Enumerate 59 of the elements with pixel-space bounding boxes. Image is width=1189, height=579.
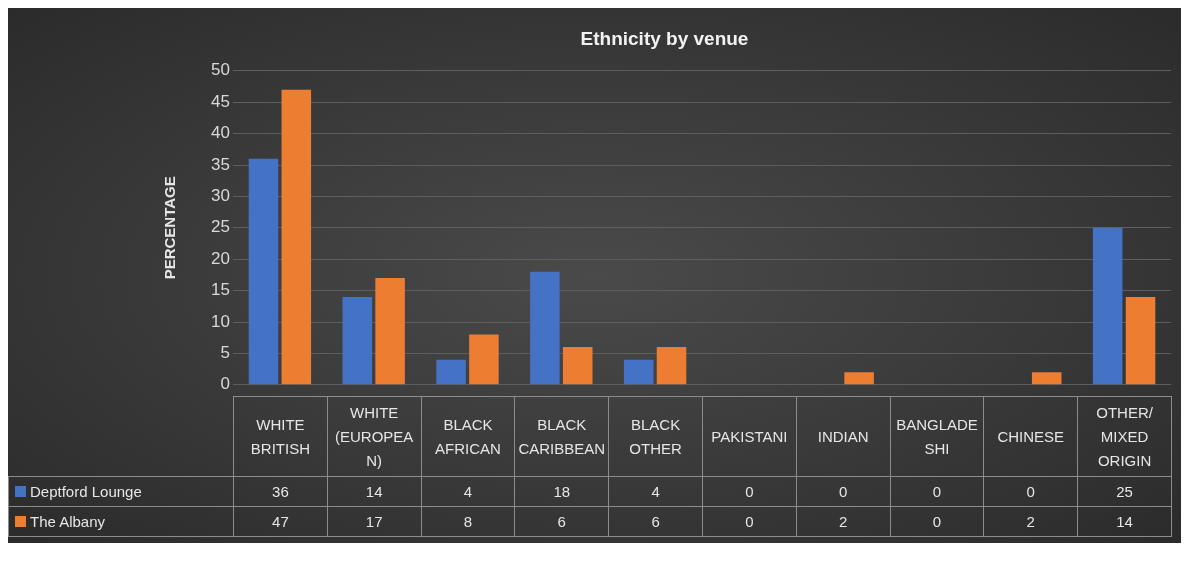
- y-tick-label: 45: [211, 91, 230, 111]
- data-label: 4: [421, 476, 515, 507]
- chart-title: Ethnicity by venue: [580, 27, 749, 49]
- bar: [656, 347, 687, 385]
- y-tick-label: 20: [211, 248, 230, 268]
- bar: [1031, 372, 1062, 385]
- data-label: 14: [1077, 506, 1172, 537]
- bar: [562, 347, 593, 385]
- bar: [530, 271, 560, 385]
- data-label: 0: [702, 506, 797, 537]
- y-tick-label: 30: [211, 186, 230, 206]
- data-label: 25: [1077, 476, 1172, 507]
- x-tick-label: BLACK CARIBBEAN: [514, 396, 609, 477]
- bar: [375, 278, 405, 385]
- x-tick-label: CHINESE: [983, 396, 1078, 477]
- bar: [623, 359, 654, 385]
- y-tick-label: 35: [211, 154, 230, 174]
- bar: [469, 334, 499, 385]
- x-tick-label: INDIAN: [796, 396, 891, 477]
- x-tick-label: BLACK OTHER: [608, 396, 703, 477]
- data-label: 2: [983, 506, 1078, 537]
- legend-label: Deptford Lounge: [8, 476, 234, 507]
- y-tick-label: 5: [220, 343, 230, 363]
- x-tick-label: OTHER/ MIXED ORIGIN: [1077, 396, 1172, 477]
- data-label: 0: [796, 476, 891, 507]
- legend-label: The Albany: [8, 506, 234, 537]
- y-tick-label: 0: [220, 374, 230, 394]
- x-tick-label: BANGLADESHI: [890, 396, 984, 477]
- y-tick-label: 25: [211, 217, 230, 237]
- bar: [1092, 227, 1123, 385]
- data-label: 36: [233, 476, 328, 507]
- data-label: 17: [327, 506, 422, 537]
- data-label: 0: [983, 476, 1078, 507]
- y-tick-label: 50: [211, 60, 230, 80]
- y-tick-label: 40: [211, 123, 230, 143]
- data-label: 8: [421, 506, 515, 537]
- data-label: 4: [608, 476, 703, 507]
- data-label: 0: [702, 476, 797, 507]
- data-label: 2: [796, 506, 891, 537]
- y-axis-title: PERCENTAGE: [161, 176, 179, 280]
- data-label: 6: [514, 506, 609, 537]
- bar: [342, 296, 373, 385]
- data-label: 18: [514, 476, 609, 507]
- data-label: 6: [608, 506, 703, 537]
- bar: [436, 359, 466, 385]
- x-tick-label: BLACK AFRICAN: [421, 396, 515, 477]
- x-tick-label: PAKISTANI: [702, 396, 797, 477]
- data-label: 14: [327, 476, 422, 507]
- bar: [281, 89, 312, 385]
- bar: [248, 158, 279, 385]
- data-label: 0: [890, 506, 984, 537]
- x-tick-label: WHITE (EUROPEAN): [327, 396, 422, 477]
- data-label: 47: [233, 506, 328, 537]
- y-tick-label: 10: [211, 311, 230, 331]
- data-label: 0: [890, 476, 984, 507]
- y-tick-label: 15: [211, 280, 230, 300]
- bar: [844, 372, 874, 385]
- bar: [1125, 296, 1156, 385]
- x-tick-label: WHITE BRITISH: [233, 396, 328, 477]
